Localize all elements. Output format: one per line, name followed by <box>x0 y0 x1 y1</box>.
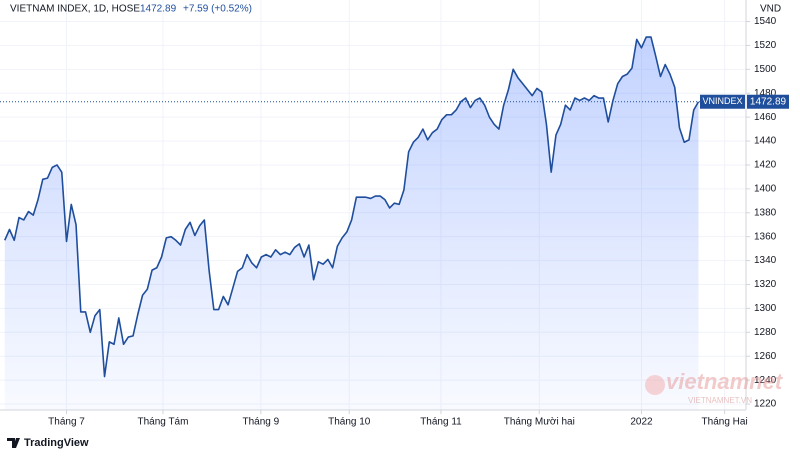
y-tick-label: 1320 <box>754 279 777 290</box>
y-tick-label: 1520 <box>754 40 777 51</box>
x-tick-label: Tháng 10 <box>328 417 371 428</box>
watermark: vietnamnet VIETNAMNET.VN <box>645 369 784 405</box>
y-tick-label: 1300 <box>754 303 777 314</box>
change: +7.59 (+0.52%) <box>183 4 252 15</box>
brand: TradingView <box>7 437 89 449</box>
axes: 1220 1240 1260 1280 1300 1320 1340 1360 1380 1400… <box>48 16 789 428</box>
y-tick-label: 1280 <box>754 327 777 338</box>
brand-logo <box>7 438 20 448</box>
x-tick-label: Tháng Hai <box>702 417 748 428</box>
y-tick-label: 1540 <box>754 16 777 27</box>
x-tick-label: Tháng Mười hai <box>504 417 575 428</box>
watermark-text: vietnamnet <box>666 369 784 394</box>
watermark-url: VIETNAMNET.VN <box>688 396 752 405</box>
y-tick-label: 1500 <box>754 64 777 75</box>
y-tick-label: 1380 <box>754 207 777 218</box>
watermark-icon <box>645 375 665 395</box>
x-tick-label: Tháng 7 <box>48 417 85 428</box>
last-price-label: 1472.89 <box>750 96 787 107</box>
price-line <box>4 36 700 378</box>
y-tick-label: 1440 <box>754 136 777 147</box>
y-tick-label: 1220 <box>754 399 777 410</box>
y-tick-label: 1260 <box>754 351 777 362</box>
y-tick-label: 1240 <box>754 375 777 386</box>
y-tick-label: 1340 <box>754 255 777 266</box>
area-fill <box>4 37 699 411</box>
series-label: VNINDEX <box>702 96 742 106</box>
y-tick-label: 1480 <box>754 88 777 99</box>
brand-name: TradingView <box>24 437 89 449</box>
y-tick-label: 1460 <box>754 112 777 123</box>
x-tick-label: Tháng Tám <box>138 417 189 428</box>
series-label-box <box>700 94 745 109</box>
x-tick-label: Tháng 11 <box>420 417 462 428</box>
last-value: 1472.89 <box>140 4 177 15</box>
plot <box>0 36 746 411</box>
y-tick-label: 1400 <box>754 184 777 195</box>
chart-title: VIETNAM INDEX, 1D, HOSE <box>10 4 140 15</box>
last-price-box <box>747 94 789 109</box>
x-tick-label: Tháng 9 <box>243 417 280 428</box>
y-tick-label: 1420 <box>754 160 777 171</box>
y-unit: VND <box>760 4 781 15</box>
x-tick-label: 2022 <box>630 417 653 428</box>
y-tick-label: 1360 <box>754 231 777 242</box>
